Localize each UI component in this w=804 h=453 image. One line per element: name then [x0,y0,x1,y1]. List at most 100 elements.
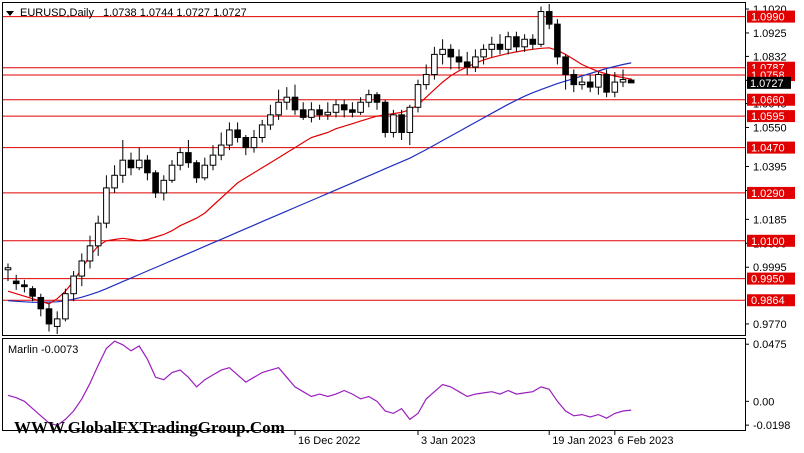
candle-35 [291,84,299,115]
level-tag-label-5: 1.0470 [751,143,785,155]
candle-24 [201,157,209,181]
candle-43 [357,97,364,115]
candle-body-6 [53,318,61,327]
candle-body-51 [422,74,430,86]
candle-body-57 [472,56,479,68]
candle-14 [119,140,127,183]
candle-68 [562,54,569,90]
candle-body-73 [603,74,610,93]
candle-63 [521,34,528,52]
candle-12 [103,175,110,229]
candle-body-49 [406,106,414,133]
level-tag-label-3: 1.0660 [751,95,785,107]
candle-9 [78,253,86,287]
candle-body-70 [578,81,586,86]
candle-47 [390,109,397,138]
moving-averages [7,47,632,305]
candle-33 [275,89,282,120]
candle-body-65 [537,11,545,45]
candle-body-22 [185,152,192,164]
candle-57 [472,49,479,73]
candle-8 [70,271,77,302]
candle-body-2 [21,284,28,288]
candle-23 [193,160,200,183]
candle-body-36 [299,109,307,118]
current-price-tag: 1.0727 [747,76,791,90]
oscillator-title: Marlin -0.0073 [8,344,78,356]
ma-fast-line [7,47,632,305]
candle-30 [250,129,258,153]
price-tick-label-2: 1.0832 [753,51,787,63]
candle-58 [480,44,487,65]
time-axis: 16 Dec 2022 3 Jan 2023 19 Jan 2023 6 Feb 20… [294,431,673,447]
candle-body-7 [62,293,69,320]
candle-body-35 [291,96,299,111]
candle-6 [53,311,61,334]
collapse-triangle-icon[interactable] [6,11,14,16]
candle-body-40 [332,104,340,113]
price-tick-label-1: 1.0925 [753,28,787,40]
price-tick-label-11: 0.9770 [753,319,787,331]
osc-tick-label-2: -0.0198 [753,420,790,432]
level-tag-bg-4 [747,110,795,123]
time-tick-label-2: 19 Jan 2023 [552,435,613,447]
candle-39 [324,102,332,120]
candle-body-34 [283,96,291,103]
candle-body-63 [521,38,528,48]
candle-body-55 [455,56,463,63]
level-tag-bg-3 [747,93,795,106]
candle-72 [595,72,602,95]
candle-body-68 [562,56,569,76]
candle-26 [217,132,225,161]
candle-body-18 [152,172,159,194]
candle-body-15 [127,159,135,169]
candle-body-25 [209,154,217,166]
candle-10 [86,235,94,269]
candle-body-48 [398,114,405,133]
candle-body-53 [439,48,446,55]
osc-tick-label-0: 0.0475 [753,339,787,351]
candle-body-46 [381,101,389,133]
level-tag-bg-6 [747,186,795,199]
candle-body-19 [160,179,168,194]
candle-body-43 [357,101,364,113]
candle-body-23 [193,162,200,179]
level-tag-label-4: 1.0595 [751,111,785,123]
candle-body-21 [176,152,184,166]
candle-16 [135,147,143,171]
candle-53 [439,39,446,65]
candle-body-1 [12,280,20,285]
candle-body-10 [86,245,94,262]
candle-60 [496,34,504,55]
candle-19 [160,175,168,201]
candle-body-58 [480,48,487,58]
level-tag-label-9: 0.9864 [751,295,785,307]
candle-body-45 [373,94,381,103]
candle-67 [554,19,561,65]
candle-body-54 [447,48,455,58]
candle-42 [349,102,356,118]
level-tag-bg-0 [747,10,795,23]
candle-body-8 [70,275,77,295]
candle-body-42 [349,109,356,113]
candle-body-3 [29,288,36,297]
candle-66 [545,4,553,30]
candle-body-66 [545,11,553,25]
candle-13 [111,165,118,193]
candle-32 [267,104,274,130]
candle-body-75 [619,79,627,83]
candle-body-76 [627,79,635,84]
candle-41 [340,99,348,118]
candle-64 [529,34,537,50]
candle-body-9 [78,260,86,277]
candle-body-71 [586,81,594,88]
candle-18 [152,170,159,198]
candle-1 [12,274,20,290]
candle-36 [299,102,307,120]
candle-29 [242,134,250,156]
symbol-title: EURUSD,Daily [20,7,94,19]
candle-44 [365,89,373,108]
current-price-label: 1.0727 [750,78,784,90]
current-price-tag-bg [747,76,791,89]
